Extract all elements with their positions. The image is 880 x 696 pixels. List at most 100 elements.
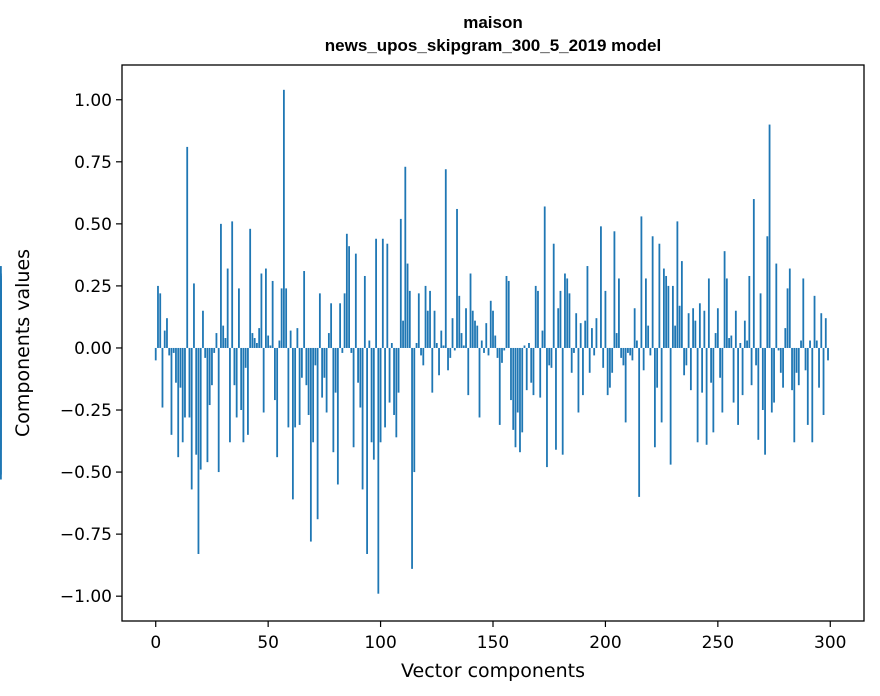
bar <box>525 347 528 391</box>
bar <box>204 347 207 358</box>
bar <box>386 243 389 348</box>
bar <box>303 271 306 348</box>
x-tick-label: 150 <box>477 633 509 653</box>
bar <box>438 347 440 376</box>
bar <box>447 347 449 371</box>
bar <box>716 308 719 348</box>
bar <box>0 280 2 348</box>
bar <box>456 208 458 348</box>
bar <box>492 310 494 348</box>
bar <box>354 253 357 348</box>
bar <box>759 293 762 348</box>
bar <box>806 347 809 425</box>
bar <box>375 238 377 348</box>
bar <box>800 340 802 348</box>
bar <box>564 273 566 348</box>
bar <box>683 347 686 376</box>
bar <box>804 347 807 371</box>
bar <box>793 347 796 443</box>
bar <box>557 308 560 348</box>
bar <box>161 347 164 408</box>
bar <box>813 295 816 348</box>
bar <box>231 221 234 348</box>
y-tick-label: 0.75 <box>74 153 112 173</box>
bar <box>746 340 748 348</box>
y-tick-label: 0.50 <box>74 215 112 235</box>
bar <box>642 347 645 371</box>
y-tick-label: 1.00 <box>74 91 112 111</box>
bar <box>546 347 548 468</box>
chart-title: maison <box>463 13 523 32</box>
bar <box>640 216 643 348</box>
y-axis-ticks: −1.00 −0.75 −0.50 −0.25 0.00 0.25 0.50 0.75 1.00 <box>60 91 122 607</box>
bar <box>791 347 793 391</box>
bar <box>217 347 220 473</box>
bar <box>671 285 674 348</box>
bar <box>784 328 787 348</box>
bar <box>485 323 488 348</box>
bar <box>444 169 447 348</box>
bar <box>629 347 632 356</box>
bar <box>384 347 386 428</box>
bar <box>604 290 607 348</box>
bar <box>692 308 695 348</box>
y-tick-label: −0.75 <box>60 525 112 545</box>
bar <box>627 347 629 353</box>
bar <box>406 263 409 348</box>
bar <box>413 347 416 473</box>
bar <box>822 347 825 415</box>
bar <box>278 340 281 348</box>
bar <box>276 347 279 458</box>
bar <box>462 345 465 348</box>
bar <box>766 236 769 348</box>
bar <box>298 347 301 425</box>
bar <box>530 347 533 383</box>
bar <box>271 280 274 348</box>
bar <box>262 347 265 413</box>
bar <box>390 343 393 348</box>
bar <box>820 313 823 348</box>
bar <box>591 328 593 348</box>
bar <box>429 290 431 348</box>
bar <box>240 347 243 411</box>
bar <box>0 347 2 383</box>
bar <box>723 251 726 348</box>
bar <box>211 347 213 386</box>
bar <box>523 345 526 348</box>
bar <box>215 333 218 348</box>
bar <box>458 295 461 348</box>
bar <box>309 347 312 542</box>
bar <box>505 275 508 348</box>
bar <box>595 318 598 348</box>
bar <box>703 310 706 348</box>
bar <box>618 278 620 348</box>
bar <box>660 347 663 423</box>
bar <box>208 347 211 406</box>
bar <box>483 347 485 353</box>
bar <box>631 347 634 361</box>
bar <box>289 330 292 348</box>
bar <box>494 335 497 348</box>
bar <box>188 347 191 418</box>
bar <box>478 347 481 418</box>
bar <box>431 347 434 393</box>
bar <box>552 243 555 348</box>
bar <box>503 347 506 351</box>
bar <box>786 288 789 348</box>
bar <box>707 278 710 348</box>
bar <box>343 293 346 348</box>
bar <box>768 124 771 348</box>
bar <box>404 166 407 348</box>
bar <box>698 303 701 348</box>
bar <box>330 303 333 348</box>
bar <box>256 343 258 348</box>
bar <box>788 268 791 348</box>
bar <box>471 310 474 348</box>
bar <box>730 335 733 348</box>
bar <box>465 308 467 348</box>
bar <box>496 347 499 358</box>
bar <box>206 347 209 463</box>
bar <box>327 333 330 348</box>
bar <box>314 347 317 366</box>
